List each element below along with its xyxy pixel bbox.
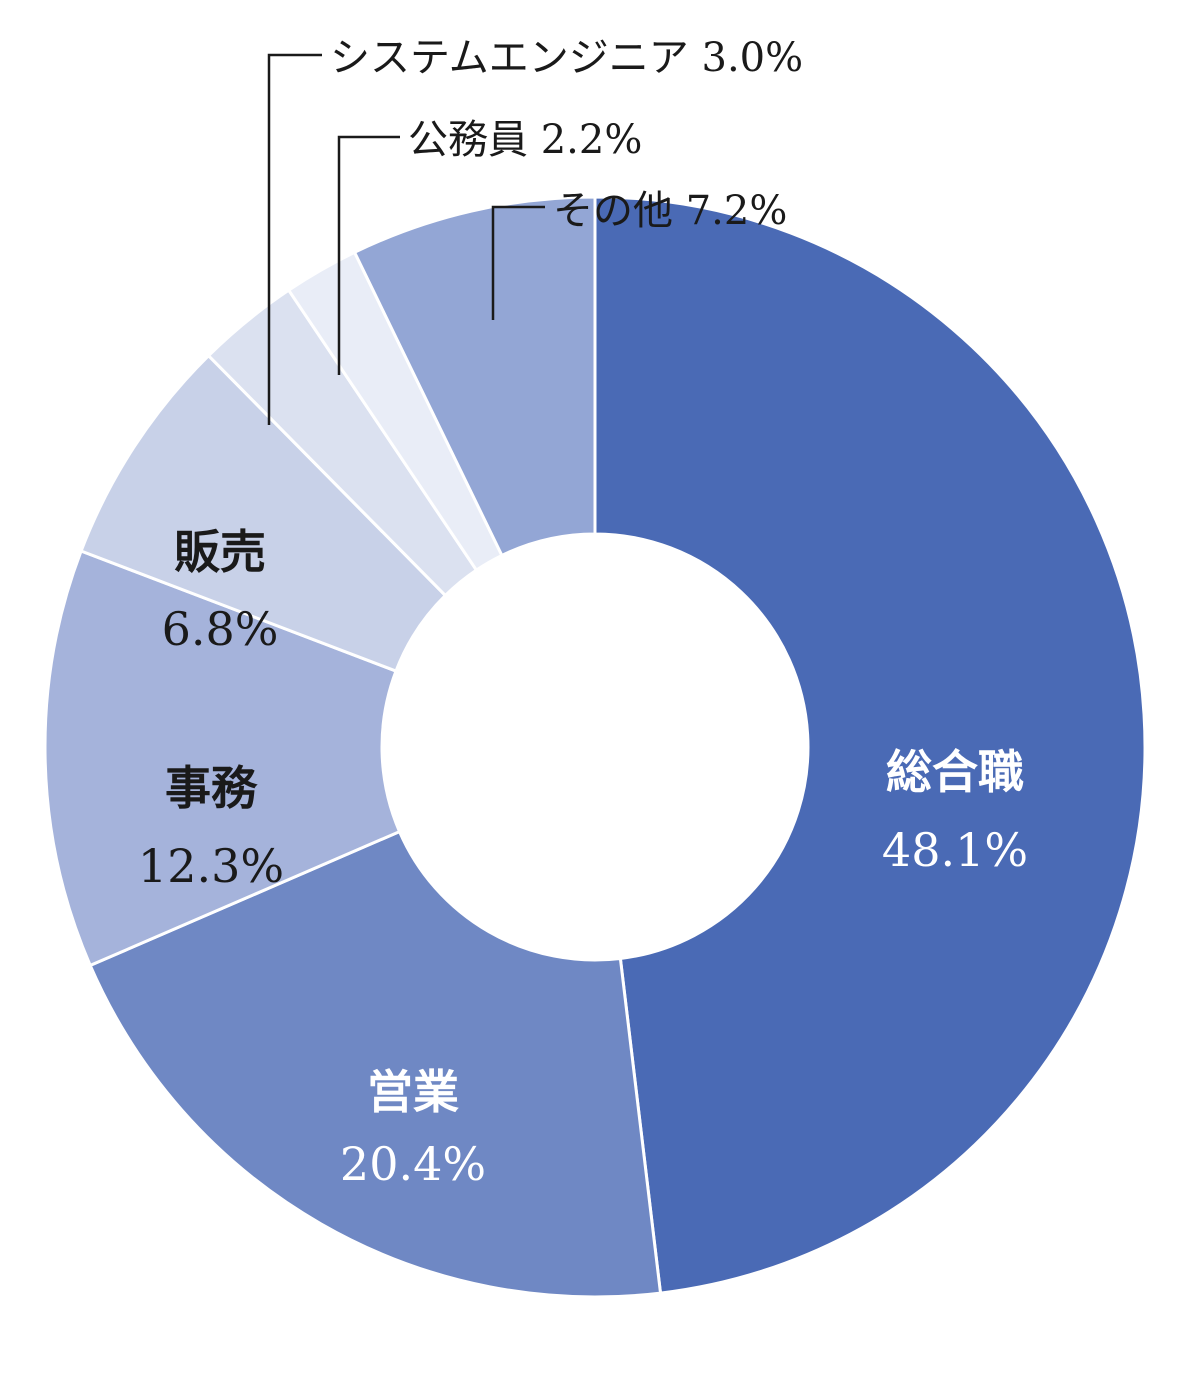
labels-group: 総合職 48.1% 営業 20.4% 事務 12.3% 販売 6.8% システムエンジニア 3.…: [138, 35, 1028, 1191]
slice-3-name: 事務: [165, 761, 258, 815]
slice-2: [88, 829, 663, 1299]
slice-7-leader-line: [491, 205, 545, 320]
slice-4-name: 販売: [174, 525, 266, 579]
slice-1: [593, 195, 1147, 1295]
slice-2-name: 営業: [367, 1065, 459, 1119]
slice-1-value: 48.1%: [882, 823, 1028, 877]
slice-1-name: 総合職: [886, 745, 1024, 799]
leader-lines-group: [267, 53, 545, 425]
slice-5-callout-label: システムエンジニア 3.0%: [330, 35, 803, 81]
slice-4-value: 6.8%: [162, 602, 279, 656]
slices-group: [43, 195, 1147, 1299]
slice-3: [43, 549, 402, 968]
slice-4: [79, 353, 448, 674]
slice-3-value: 12.3%: [138, 839, 284, 893]
slice-6-callout-label: 公務員 2.2%: [408, 117, 642, 163]
slice-2-value: 20.4%: [340, 1137, 486, 1191]
slice-7-callout-label: その他 7.2%: [553, 188, 787, 234]
slice-6-leader-line: [337, 135, 400, 375]
slice-5-leader-line: [267, 53, 322, 425]
slice-7: [352, 195, 597, 558]
